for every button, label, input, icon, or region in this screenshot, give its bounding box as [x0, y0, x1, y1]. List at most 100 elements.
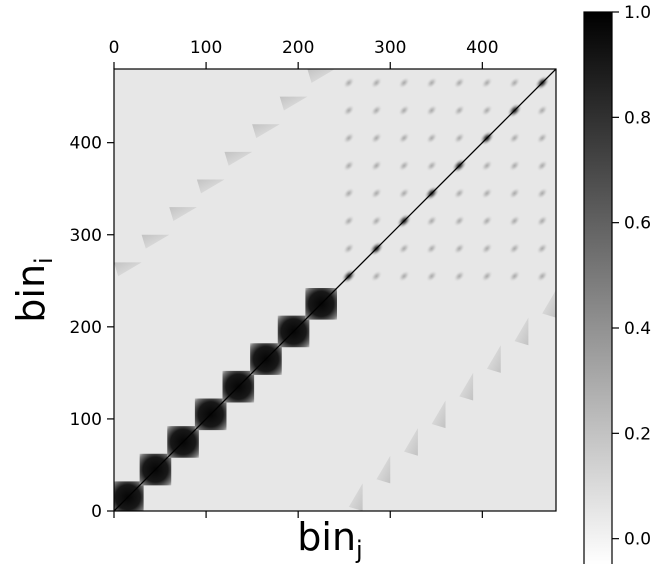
upper-wedge	[252, 124, 280, 139]
y-axis-title: bini	[9, 257, 58, 322]
fine-offdiag-spot	[508, 132, 521, 144]
x-ticks-top: 0 100 200 300 400	[109, 38, 499, 69]
fine-offdiag-spot	[425, 76, 438, 89]
colorbar-gradient	[584, 12, 612, 564]
y-tick-label: 400	[70, 134, 102, 154]
fine-offdiag-spot	[425, 270, 438, 283]
x-ticks-bottom	[113, 511, 483, 518]
fine-offdiag-spot	[398, 132, 410, 144]
fine-offdiag-spot	[508, 159, 521, 172]
fine-offdiag-spot	[425, 242, 438, 255]
fine-offdiag-spot	[453, 104, 466, 117]
fine-offdiag-spot	[536, 187, 549, 200]
fine-offdiag-spot	[398, 270, 410, 283]
fine-offdiag-spot	[481, 159, 493, 172]
lower-wedge	[459, 372, 474, 401]
fine-offdiag-spot	[453, 132, 466, 144]
colorbar-tick-label: 1.0	[624, 3, 651, 23]
fine-offdiag-spot	[508, 215, 521, 227]
colorbar-tick-label: 0.2	[624, 424, 651, 444]
colorbar-tick-label: 0.8	[624, 108, 651, 128]
fine-offdiag-spot	[370, 104, 383, 117]
fine-offdiag-spot	[398, 242, 410, 255]
upper-wedge	[141, 234, 170, 249]
colorbar-frame	[583, 11, 613, 564]
upper-wedge	[224, 151, 253, 166]
upper-wedge	[169, 207, 197, 221]
fine-offdiag-spot	[453, 270, 466, 283]
fine-offdiag-spot	[425, 104, 438, 117]
plot-frame	[113, 68, 557, 512]
fine-offdiag-spot	[453, 76, 466, 89]
upper-wedge	[307, 69, 335, 83]
fine-offdiag-spot	[342, 104, 355, 117]
lower-wedge	[486, 345, 501, 373]
fine-offdiag-spot	[342, 159, 355, 172]
fine-offdiag-spot	[536, 132, 549, 144]
y-tick-label: 100	[70, 410, 102, 430]
fine-offdiag-spot	[342, 76, 355, 89]
fine-offdiag-spot	[370, 159, 383, 172]
fine-offdiag-spot	[425, 159, 438, 172]
x-axis-title: binj	[297, 515, 362, 564]
fine-offdiag-spot	[342, 215, 355, 227]
lower-wedge	[376, 455, 391, 484]
colorbar-ticks: 0.0 0.2 0.4 0.6 0.8 1.0	[612, 3, 651, 550]
x-tick-label: 400	[466, 38, 498, 58]
fine-offdiag-spot	[453, 187, 466, 200]
fine-offdiag-spot	[481, 187, 493, 200]
fine-offdiag-spot	[370, 215, 383, 227]
fine-offdiag-spot	[536, 159, 549, 172]
x-tick-label: 200	[282, 38, 314, 58]
lower-wedge	[348, 483, 363, 511]
y-ticks: 0 100 200 300 400	[70, 134, 114, 522]
fine-offdiag-spot	[453, 215, 466, 227]
fine-offdiag-spot	[370, 187, 383, 200]
lower-wedge	[542, 290, 556, 318]
fine-offdiag-spot	[398, 104, 410, 117]
diagonal-line	[114, 69, 556, 511]
upper-off-diagonal-wedges	[114, 69, 335, 277]
fine-offdiag-spot	[508, 270, 521, 283]
fine-offdiag-spot	[536, 270, 549, 283]
fine-offdiag-spot	[481, 270, 493, 283]
fine-offdiag-spot	[536, 242, 549, 255]
y-tick-label: 300	[70, 226, 102, 246]
fine-offdiag-spot	[398, 159, 410, 172]
x-tick-label: 0	[109, 38, 120, 58]
fine-offdiag-spot	[398, 76, 410, 89]
fine-offdiag-spot	[342, 187, 355, 200]
fine-offdiag-spot	[370, 76, 383, 89]
fine-offdiag-spot	[508, 187, 521, 200]
lower-off-diagonal-wedges	[348, 290, 556, 511]
y-tick-label: 0	[91, 502, 102, 522]
fine-offdiag-spot	[536, 215, 549, 227]
x-tick-label: 300	[374, 38, 406, 58]
fine-offdiag-spot	[481, 215, 493, 227]
fine-offdiag-spot	[425, 132, 438, 144]
x-tick-label: 100	[190, 38, 222, 58]
upper-wedge	[279, 96, 308, 111]
y-tick-label: 200	[70, 318, 102, 338]
fine-offdiag-spot	[508, 242, 521, 255]
fine-offdiag-spot	[398, 187, 410, 200]
lower-wedge	[514, 317, 529, 346]
colorbar-tick-label: 0.6	[624, 214, 651, 234]
lower-wedge	[404, 428, 418, 456]
fine-offdiag-spot	[453, 242, 466, 255]
colorbar-tick-label: 0.4	[624, 319, 651, 339]
colorbar-tick-label: 0.0	[624, 530, 651, 550]
fine-offdiag-spot	[342, 242, 355, 255]
fine-offdiag-spot	[425, 215, 438, 227]
fine-offdiag-spot	[342, 132, 355, 144]
fine-offdiag-spot	[536, 104, 549, 117]
upper-wedge	[114, 262, 142, 277]
fine-offdiag-spot	[508, 76, 521, 89]
fine-offdiag-spot	[370, 132, 383, 144]
upper-wedge	[196, 179, 225, 194]
colorbar: 0.0 0.2 0.4 0.6 0.8 1.0	[583, 3, 651, 564]
lower-wedge	[431, 400, 446, 429]
heatmap	[114, 69, 556, 511]
fine-offdiag-spot	[481, 76, 493, 89]
